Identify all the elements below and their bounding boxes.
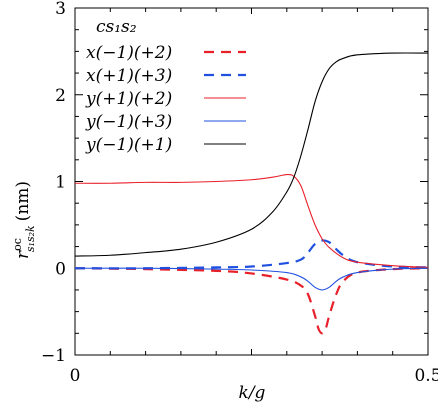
svg-text:rocs₁s₂k(nm): rocs₁s₂k (nm) xyxy=(11,181,37,259)
series-line-0 xyxy=(75,267,428,335)
y-axis-label-main: r xyxy=(13,250,33,259)
y-axis-label-unit: (nm) xyxy=(13,181,33,221)
legend-label-2: y(+1)(+2) xyxy=(85,89,172,109)
y-tick-label: 1 xyxy=(55,173,66,193)
series-line-4 xyxy=(75,52,428,257)
x-tick-label: 0.5 xyxy=(414,366,438,386)
legend: cs₁s₂ x(−1)(+2) x(+1)(+3) y(+1)(+2) y(−1)(+… xyxy=(85,17,246,155)
series-line-2 xyxy=(75,173,428,268)
legend-label-4: y(−1)(+1) xyxy=(85,135,172,155)
legend-title: cs₁s₂ xyxy=(96,17,137,37)
legend-label-3: y(−1)(+3) xyxy=(85,112,172,132)
legend-label-1: x(+1)(+3) xyxy=(86,66,172,86)
series-line-1 xyxy=(75,239,428,270)
x-axis-label: k/g xyxy=(239,383,266,403)
series-lines xyxy=(75,52,428,335)
y-tick-label: 2 xyxy=(55,86,66,106)
y-tick-label: 3 xyxy=(55,0,66,19)
y-tick-label: 0 xyxy=(55,259,66,279)
y-tick-label: −1 xyxy=(41,346,66,366)
axis-labels: k/g rocs₁s₂k (nm) xyxy=(11,181,266,403)
x-tick-label: 0 xyxy=(70,366,81,386)
legend-label-0: x(−1)(+2) xyxy=(86,43,172,63)
y-axis-label-sup: oc xyxy=(11,238,24,251)
y-axis-label: rocs₁s₂k (nm) xyxy=(11,181,37,259)
y-axis-label-sub: s₁s₂k xyxy=(24,225,37,252)
series-line-3 xyxy=(75,267,428,291)
